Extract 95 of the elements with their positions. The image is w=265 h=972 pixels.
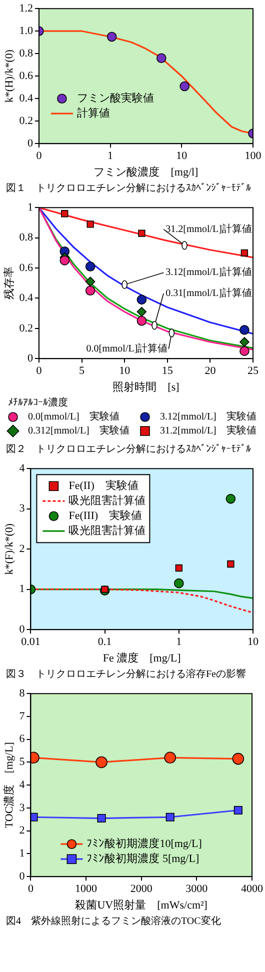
y-tick-label: 0 xyxy=(19,623,26,636)
point xyxy=(97,814,106,823)
y-tick-label: 1 xyxy=(27,201,33,214)
x-tick-label: 25 xyxy=(248,365,259,378)
point xyxy=(86,220,94,228)
point xyxy=(164,752,176,764)
point xyxy=(85,286,96,296)
point xyxy=(136,306,147,317)
annotation: 3.12[mmol/L]計算値 xyxy=(166,266,252,278)
point xyxy=(240,337,250,347)
annotation: 0.31[mmol/L]計算値 xyxy=(166,287,252,300)
y-tick-label: 2 xyxy=(19,824,25,837)
x-tick-label: 20 xyxy=(204,365,216,378)
point xyxy=(240,249,248,256)
legend-label: ﾌﾐﾝ酸初期濃度10[mg/L] xyxy=(86,836,202,850)
legend-label: 3.12[mmol/L] 実験値 xyxy=(160,410,256,423)
caption: 図１ トリクロロエチレン分解におけるｽｶﾍﾞﾝｼﾞｬｰﾓﾃﾞﾙ xyxy=(5,182,252,196)
annotation: 0.0[mmol/L]計算値 xyxy=(86,342,168,355)
x-axis-title: Fe 濃度 [mg/L] xyxy=(102,651,181,664)
y-tick-label: 0 xyxy=(27,352,34,364)
y-tick-label: 0.4 xyxy=(19,292,34,304)
caption: 図２ トリクロロエチレン分解におけるｽｶﾍﾞﾝｼﾞｬｰﾓﾃﾞﾙ xyxy=(5,442,252,457)
x-tick-label: 10 xyxy=(248,636,259,648)
legend-label: Fe(II) 実験値 xyxy=(68,478,138,492)
x-axis-title: フミン酸濃度 [mg/l] xyxy=(94,165,198,178)
legend-label: 吸光阻害計算値 xyxy=(68,494,146,507)
x-tick-label: 3000 xyxy=(186,883,208,896)
x-tick-label: 0 xyxy=(36,150,42,162)
point xyxy=(30,812,38,822)
legend-label: 0.312[mmol/L] 実験値 xyxy=(28,424,130,437)
y-axis-title: k*(H)/k*(0) xyxy=(3,49,16,103)
y-tick-label: 0.8 xyxy=(19,232,34,244)
x-tick-label: 1 xyxy=(176,636,182,648)
y-tick-label: 4 xyxy=(19,462,26,474)
legend-label: Fe(III) 実験値 xyxy=(68,508,142,522)
caption: 図4 紫外線照射によるフミン酸溶液のTOC変化 xyxy=(5,914,222,929)
x-tick-label: 0.1 xyxy=(98,636,112,648)
caption: 図３ トリクロロエチレン分解における溶存Feの影響 xyxy=(5,668,247,682)
point xyxy=(85,276,96,286)
legend-label: 31.2[mmol/L] 実験値 xyxy=(160,424,256,437)
x-tick-label: 0 xyxy=(36,365,42,378)
y-tick-label: 2 xyxy=(19,542,25,555)
y-tick-label: 8 xyxy=(19,687,26,700)
y-axis-title: 残存率 xyxy=(2,266,16,300)
point xyxy=(136,316,147,326)
point xyxy=(136,294,147,305)
y-tick-label: 0 xyxy=(19,870,26,882)
x-tick-label: 15 xyxy=(162,365,174,378)
y-tick-label: 6 xyxy=(19,733,26,746)
legend-title: ﾒﾁﾙｱﾙｺｰﾙ濃度 xyxy=(8,396,68,409)
x-tick-label: 10 xyxy=(176,150,188,162)
legend-label: 計算値 xyxy=(76,106,110,120)
x-tick-label: 1 xyxy=(108,150,114,162)
y-tick-label: 1 xyxy=(19,583,25,596)
legend-label: 吸光阻害計算値 xyxy=(68,524,146,537)
y-tick-label: 3 xyxy=(19,502,26,515)
point xyxy=(138,230,146,237)
annotation: 31.2[mmol/L]計算値 xyxy=(166,222,252,235)
x-tick-label: 4000 xyxy=(241,883,264,896)
point xyxy=(166,812,174,822)
point xyxy=(232,752,244,765)
point xyxy=(60,256,70,266)
point xyxy=(61,210,68,218)
point xyxy=(96,756,108,768)
y-tick-label: 1 xyxy=(19,848,25,860)
y-tick-label: 7 xyxy=(19,710,26,722)
x-axis-title: 殺菌UV照射量 [mWs/cm²] xyxy=(75,898,208,912)
y-tick-label: 0.2 xyxy=(19,114,33,127)
point xyxy=(234,806,242,815)
x-tick-label: 2000 xyxy=(130,883,153,896)
x-tick-label: 10 xyxy=(119,365,131,378)
point xyxy=(85,262,96,272)
legend-label: フミン酸実験値 xyxy=(76,91,154,104)
y-tick-label: 0 xyxy=(27,137,34,150)
y-axis-title: k*(F)/k*(0) xyxy=(3,523,16,575)
legend-label: ﾌﾐﾝ酸初期濃度 5[mg/L] xyxy=(86,852,200,865)
y-tick-label: 4 xyxy=(19,778,26,791)
y-tick-label: 0.6 xyxy=(19,70,34,82)
x-tick-label: 0.01 xyxy=(21,636,40,648)
legend-label: 0.0[mmol/L] 実験値 xyxy=(28,410,120,423)
y-tick-label: 0.8 xyxy=(19,47,34,60)
y-tick-label: 0.2 xyxy=(19,322,33,334)
y-axis-title: TOC濃度 [mg/L] xyxy=(2,742,16,828)
y-tick-label: 0.4 xyxy=(19,92,34,104)
point xyxy=(240,346,250,356)
y-tick-label: 3 xyxy=(19,802,26,814)
point xyxy=(240,325,250,335)
y-tick-label: 1.0 xyxy=(19,24,34,37)
y-tick-label: 5 xyxy=(19,756,26,768)
x-tick-label: 100 xyxy=(244,150,262,162)
x-tick-label: 5 xyxy=(79,365,86,378)
y-tick-label: 1.2 xyxy=(19,2,33,14)
x-tick-label: 1000 xyxy=(75,883,98,896)
y-tick-label: 0.6 xyxy=(19,262,34,274)
x-axis-title: 照射時間 [s] xyxy=(112,380,180,394)
